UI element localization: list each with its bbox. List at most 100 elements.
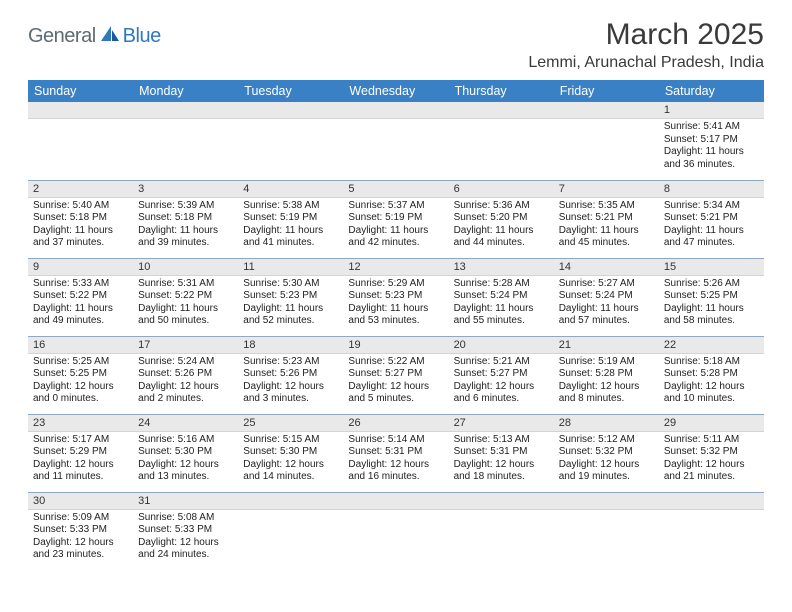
day-details: Sunrise: 5:16 AMSunset: 5:30 PMDaylight:… [133, 432, 238, 488]
logo-word2: Blue [123, 25, 161, 48]
day-details: Sunrise: 5:11 AMSunset: 5:32 PMDaylight:… [659, 432, 764, 488]
sunset-line: Sunset: 5:31 PM [348, 446, 443, 459]
day-details: Sunrise: 5:21 AMSunset: 5:27 PMDaylight:… [449, 354, 554, 410]
day-details: Sunrise: 5:25 AMSunset: 5:25 PMDaylight:… [28, 354, 133, 410]
day-number [238, 102, 343, 119]
daylight-label: Daylight: [33, 459, 75, 470]
sunrise-label: Sunrise: [348, 200, 387, 211]
day-number: 14 [554, 259, 659, 276]
empty-cell [554, 102, 659, 180]
day-cell: 15Sunrise: 5:26 AMSunset: 5:25 PMDayligh… [659, 258, 764, 336]
calendar-page: General Blue March 2025 Lemmi, Arunachal… [0, 0, 792, 580]
empty-cell [449, 492, 554, 570]
day-number: 28 [554, 415, 659, 432]
sunset-line: Sunset: 5:28 PM [664, 368, 759, 381]
sunrise-line: Sunrise: 5:13 AM [454, 434, 549, 447]
sunset-value: 5:22 PM [70, 290, 107, 301]
day-details: Sunrise: 5:27 AMSunset: 5:24 PMDaylight:… [554, 276, 659, 332]
day-number [28, 102, 133, 119]
daylight-label: Daylight: [454, 303, 496, 314]
sunrise-line: Sunrise: 5:21 AM [454, 356, 549, 369]
sunset-value: 5:17 PM [701, 134, 738, 145]
empty-cell [659, 492, 764, 570]
sunrise-line: Sunrise: 5:08 AM [138, 512, 233, 525]
daylight-line: Daylight: 12 hours and 3 minutes. [243, 381, 338, 406]
day-number: 31 [133, 493, 238, 510]
sunrise-label: Sunrise: [33, 200, 72, 211]
daylight-label: Daylight: [664, 303, 706, 314]
sunset-value: 5:19 PM [385, 212, 422, 223]
sunset-line: Sunset: 5:19 PM [243, 212, 338, 225]
day-number: 3 [133, 181, 238, 198]
day-cell: 2Sunrise: 5:40 AMSunset: 5:18 PMDaylight… [28, 180, 133, 258]
month-title: March 2025 [528, 18, 764, 52]
day-number: 4 [238, 181, 343, 198]
sunset-value: 5:22 PM [175, 290, 212, 301]
day-number: 18 [238, 337, 343, 354]
sunrise-value: 5:12 AM [598, 434, 635, 445]
sunset-line: Sunset: 5:24 PM [454, 290, 549, 303]
day-number: 15 [659, 259, 764, 276]
sunrise-line: Sunrise: 5:28 AM [454, 278, 549, 291]
sunrise-line: Sunrise: 5:26 AM [664, 278, 759, 291]
sunset-line: Sunset: 5:26 PM [243, 368, 338, 381]
sunset-label: Sunset: [138, 368, 175, 379]
calendar-row: 16Sunrise: 5:25 AMSunset: 5:25 PMDayligh… [28, 336, 764, 414]
sunset-label: Sunset: [559, 212, 596, 223]
day-details: Sunrise: 5:09 AMSunset: 5:33 PMDaylight:… [28, 510, 133, 566]
sunset-value: 5:26 PM [175, 368, 212, 379]
sunrise-value: 5:13 AM [493, 434, 530, 445]
daylight-line: Daylight: 11 hours and 47 minutes. [664, 225, 759, 250]
sunrise-value: 5:28 AM [493, 278, 530, 289]
sunrise-label: Sunrise: [454, 356, 493, 367]
day-cell: 10Sunrise: 5:31 AMSunset: 5:22 PMDayligh… [133, 258, 238, 336]
sunrise-line: Sunrise: 5:35 AM [559, 200, 654, 213]
sunset-line: Sunset: 5:17 PM [664, 134, 759, 147]
daylight-line: Daylight: 12 hours and 2 minutes. [138, 381, 233, 406]
sunset-line: Sunset: 5:26 PM [138, 368, 233, 381]
sunrise-value: 5:25 AM [72, 356, 109, 367]
day-cell: 7Sunrise: 5:35 AMSunset: 5:21 PMDaylight… [554, 180, 659, 258]
sunset-value: 5:26 PM [280, 368, 317, 379]
sunrise-line: Sunrise: 5:40 AM [33, 200, 128, 213]
daylight-label: Daylight: [664, 225, 706, 236]
day-cell: 26Sunrise: 5:14 AMSunset: 5:31 PMDayligh… [343, 414, 448, 492]
sunset-value: 5:30 PM [175, 446, 212, 457]
day-cell: 21Sunrise: 5:19 AMSunset: 5:28 PMDayligh… [554, 336, 659, 414]
sunset-line: Sunset: 5:21 PM [664, 212, 759, 225]
calendar-table: SundayMondayTuesdayWednesdayThursdayFrid… [28, 80, 764, 570]
sunrise-value: 5:27 AM [598, 278, 635, 289]
daylight-line: Daylight: 12 hours and 10 minutes. [664, 381, 759, 406]
sunset-value: 5:27 PM [385, 368, 422, 379]
day-details: Sunrise: 5:13 AMSunset: 5:31 PMDaylight:… [449, 432, 554, 488]
sunrise-label: Sunrise: [33, 512, 72, 523]
day-cell: 18Sunrise: 5:23 AMSunset: 5:26 PMDayligh… [238, 336, 343, 414]
daylight-label: Daylight: [559, 303, 601, 314]
sunset-label: Sunset: [243, 290, 280, 301]
sunrise-line: Sunrise: 5:12 AM [559, 434, 654, 447]
sunrise-line: Sunrise: 5:23 AM [243, 356, 338, 369]
daylight-label: Daylight: [243, 303, 285, 314]
day-cell: 19Sunrise: 5:22 AMSunset: 5:27 PMDayligh… [343, 336, 448, 414]
sunrise-label: Sunrise: [33, 278, 72, 289]
sunset-value: 5:25 PM [70, 368, 107, 379]
sunset-value: 5:23 PM [385, 290, 422, 301]
day-details: Sunrise: 5:23 AMSunset: 5:26 PMDaylight:… [238, 354, 343, 410]
sunset-line: Sunset: 5:28 PM [559, 368, 654, 381]
sunrise-value: 5:09 AM [72, 512, 109, 523]
day-number: 6 [449, 181, 554, 198]
sunset-line: Sunset: 5:31 PM [454, 446, 549, 459]
daylight-line: Daylight: 12 hours and 16 minutes. [348, 459, 443, 484]
sunset-label: Sunset: [664, 290, 701, 301]
sunset-value: 5:21 PM [595, 212, 632, 223]
sunset-value: 5:19 PM [280, 212, 317, 223]
day-details: Sunrise: 5:33 AMSunset: 5:22 PMDaylight:… [28, 276, 133, 332]
sunset-label: Sunset: [348, 446, 385, 457]
sunset-line: Sunset: 5:32 PM [664, 446, 759, 459]
day-details: Sunrise: 5:35 AMSunset: 5:21 PMDaylight:… [554, 198, 659, 254]
sunrise-line: Sunrise: 5:24 AM [138, 356, 233, 369]
sunset-label: Sunset: [33, 212, 70, 223]
daylight-line: Daylight: 11 hours and 55 minutes. [454, 303, 549, 328]
sunrise-line: Sunrise: 5:16 AM [138, 434, 233, 447]
sunset-value: 5:30 PM [280, 446, 317, 457]
